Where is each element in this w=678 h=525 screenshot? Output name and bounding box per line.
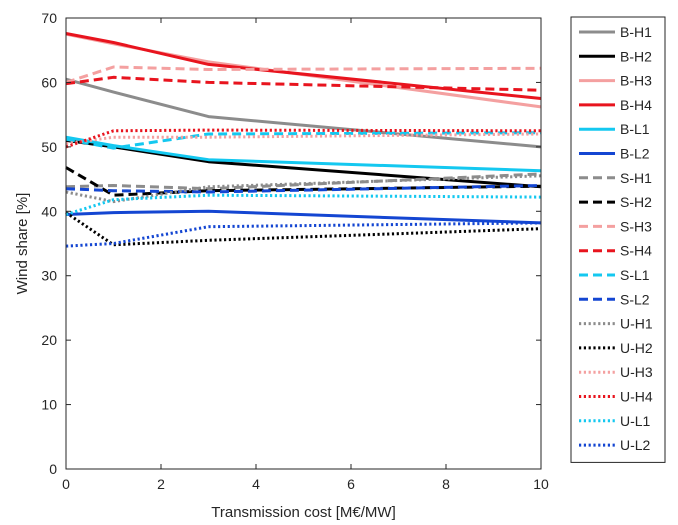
series-line-s-h1 bbox=[65, 172, 542, 191]
series-line-b-h1 bbox=[65, 77, 542, 149]
legend-label-s-h1: S-H1 bbox=[620, 170, 652, 186]
legend-label-b-l2: B-L2 bbox=[620, 146, 650, 162]
legend: B-H1 B-H2 B-H3 B-H4 B-L1 B-L2 S-H1 S-H2 S-H3 S-H4… bbox=[570, 16, 666, 463]
series-line-u-h2 bbox=[65, 211, 542, 247]
series-lines bbox=[65, 32, 542, 248]
legend-label-b-l1: B-L1 bbox=[620, 121, 650, 137]
series-line-b-l1 bbox=[65, 135, 542, 173]
series-line-u-h3 bbox=[65, 132, 542, 146]
y-tick-label: 40 bbox=[41, 203, 57, 219]
x-tick-label: 8 bbox=[442, 476, 450, 492]
legend-label-s-l2: S-L2 bbox=[620, 291, 650, 307]
series-line-s-l2 bbox=[65, 184, 542, 194]
legend-label-u-h3: U-H3 bbox=[620, 364, 653, 380]
legend-label-b-h2: B-H2 bbox=[620, 48, 652, 64]
x-tick-label: 4 bbox=[252, 476, 260, 492]
legend-label-u-l1: U-L1 bbox=[620, 413, 651, 429]
legend-label-s-l1: S-L1 bbox=[620, 267, 650, 283]
series-line-b-h4 bbox=[65, 32, 542, 100]
series-line-s-h3 bbox=[65, 65, 542, 84]
series-line-s-l1 bbox=[65, 131, 542, 150]
plot-frame bbox=[65, 17, 542, 470]
legend-label-u-l2: U-L2 bbox=[620, 437, 651, 453]
legend-label-b-h3: B-H3 bbox=[620, 73, 652, 89]
axes: 0 2 4 6 8 10 0 10 20 30 40 50 60 70 bbox=[41, 10, 549, 492]
x-tick-label: 10 bbox=[533, 476, 549, 492]
series-line-u-h4 bbox=[65, 128, 542, 149]
x-tick-label: 2 bbox=[157, 476, 165, 492]
plot-area bbox=[66, 18, 541, 469]
y-tick-label: 50 bbox=[41, 139, 57, 155]
series-line-b-l2 bbox=[65, 209, 542, 225]
x-tick-label: 0 bbox=[62, 476, 70, 492]
y-tick-label: 70 bbox=[41, 10, 57, 26]
legend-label-b-h1: B-H1 bbox=[620, 24, 652, 40]
legend-label-u-h4: U-H4 bbox=[620, 389, 653, 405]
x-tick-label: 6 bbox=[347, 476, 355, 492]
y-tick-label: 60 bbox=[41, 74, 57, 90]
y-tick-label: 20 bbox=[41, 332, 57, 348]
y-tick-label: 30 bbox=[41, 268, 57, 284]
legend-box bbox=[570, 16, 666, 463]
series-line-u-h1 bbox=[65, 174, 542, 204]
series-line-u-l1 bbox=[65, 193, 542, 216]
legend-label-b-h4: B-H4 bbox=[620, 97, 652, 113]
plot-background bbox=[66, 18, 541, 469]
legend-label-u-h2: U-H2 bbox=[620, 340, 653, 356]
series-line-s-h4 bbox=[65, 75, 542, 92]
legend-label-s-h3: S-H3 bbox=[620, 218, 652, 234]
x-axis-label: Transmission cost [M€/MW] bbox=[211, 504, 395, 521]
y-tick-label: 0 bbox=[49, 461, 57, 477]
series-line-b-h2 bbox=[65, 138, 542, 189]
legend-label-u-h1: U-H1 bbox=[620, 316, 653, 332]
y-axis-label: Wind share [%] bbox=[14, 193, 31, 295]
legend-label-s-h4: S-H4 bbox=[620, 243, 652, 259]
y-tick-label: 10 bbox=[41, 397, 57, 413]
legend-label-s-h2: S-H2 bbox=[620, 194, 652, 210]
